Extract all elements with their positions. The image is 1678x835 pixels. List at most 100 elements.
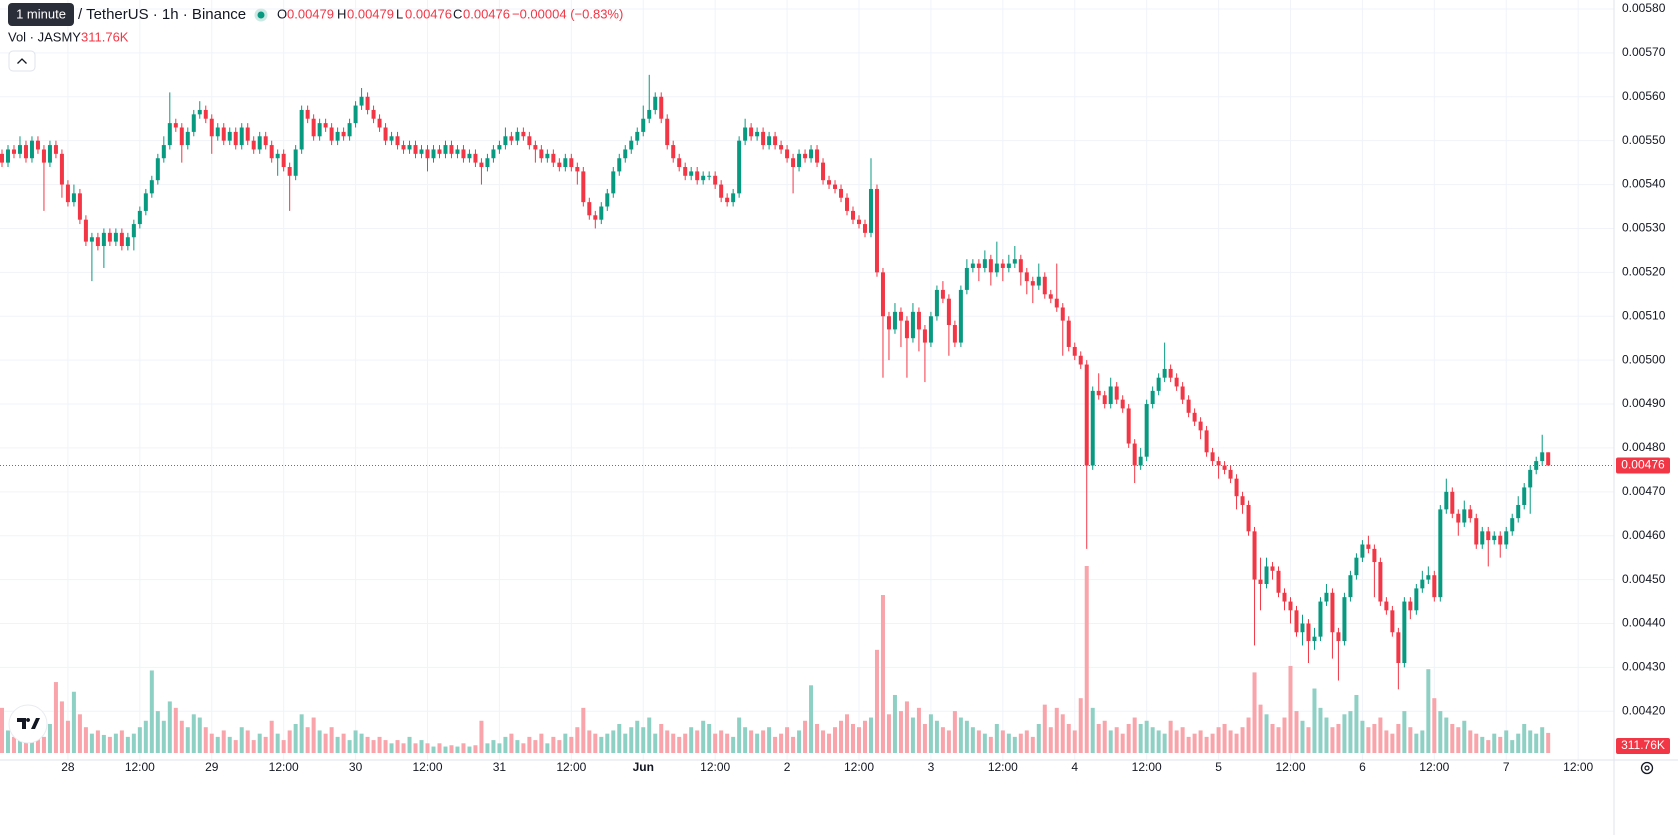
candle-body — [611, 171, 616, 194]
candle-body — [203, 109, 208, 119]
logo-badge[interactable] — [8, 704, 48, 744]
candle-body — [833, 184, 838, 189]
volume-bar — [1072, 730, 1077, 753]
candle-body — [1504, 531, 1509, 545]
x-tick-label: 4 — [1071, 760, 1078, 774]
volume-bar — [551, 736, 556, 753]
candle-body — [137, 210, 142, 225]
candle-body — [892, 311, 897, 330]
volume-bar — [1396, 723, 1401, 753]
volume-bar — [1426, 669, 1431, 753]
candle-body — [11, 149, 16, 154]
volume-bar — [928, 714, 933, 753]
candle-body — [1246, 504, 1251, 532]
volume-bar — [1024, 730, 1029, 753]
collapse-button[interactable] — [8, 50, 36, 72]
volume-bar — [934, 720, 939, 753]
volume-bar — [131, 733, 136, 753]
volume-bar — [293, 723, 298, 753]
candle-body — [874, 188, 879, 273]
candle-body — [1036, 276, 1041, 286]
x-tick-label: 12:00 — [1419, 760, 1449, 774]
volume-bar — [563, 733, 568, 753]
volume-bar — [851, 723, 856, 753]
candle-body — [761, 131, 766, 146]
candle-body — [377, 118, 382, 128]
candle-body — [431, 149, 436, 159]
candle-body — [1174, 377, 1179, 387]
volume-bar — [1252, 672, 1257, 753]
volume-bar — [785, 727, 790, 753]
volume-bar — [1270, 723, 1275, 753]
volume-bar — [1420, 730, 1425, 753]
volume-bar — [323, 733, 328, 753]
candle-body — [233, 131, 238, 146]
volume-bar — [17, 740, 22, 753]
x-tick-label: 12:00 — [556, 760, 586, 774]
symbol-title[interactable]: / TetherUS · 1h · Binance — [78, 6, 246, 23]
candle-body — [1048, 294, 1053, 299]
chevron-icon — [17, 58, 27, 64]
volume-bar — [281, 740, 286, 753]
volume-tag — [1616, 738, 1670, 754]
candle-body — [1294, 610, 1299, 633]
volume-bar — [239, 727, 244, 753]
volume-bar — [743, 727, 748, 753]
candle-body — [17, 145, 22, 154]
volume-bar — [47, 723, 52, 753]
price-tag-label: 0.00476 — [1621, 458, 1665, 472]
candle-body — [1336, 632, 1341, 642]
volume-bar — [311, 717, 316, 753]
settings-icon[interactable] — [1640, 761, 1654, 775]
candle-body — [898, 311, 903, 321]
candle-body — [47, 145, 52, 163]
change: −0.00004 (−0.83%) — [512, 6, 623, 21]
volume-bar — [1486, 740, 1491, 753]
candle-body — [401, 145, 406, 150]
volume-bar — [119, 730, 124, 753]
volume-bar — [455, 746, 460, 753]
candle-body — [1210, 452, 1215, 462]
volume-bar — [821, 730, 826, 753]
volume-bar — [29, 733, 34, 753]
candle-body — [353, 105, 358, 124]
volume-bar — [1006, 733, 1011, 753]
volume-bar — [940, 727, 945, 753]
candle-body — [209, 118, 214, 137]
volume-bar — [419, 740, 424, 753]
y-tick-label: 0.00490 — [1622, 396, 1666, 410]
volume-bar — [695, 730, 700, 753]
x-tick-label: 30 — [349, 760, 363, 774]
volume-bar — [1198, 730, 1203, 753]
candle-body — [629, 140, 634, 150]
candle-body — [485, 158, 490, 168]
x-tick-label: 31 — [493, 760, 507, 774]
candle-body — [539, 149, 544, 159]
candle-body — [1108, 386, 1113, 405]
volume-bar — [161, 720, 166, 753]
volume-bar — [149, 670, 154, 753]
candle-body — [1132, 443, 1137, 466]
volume-bar — [1300, 720, 1305, 753]
candle-body — [1078, 355, 1083, 365]
ohlc-value: 0.00479 — [347, 6, 394, 21]
candle-body — [533, 145, 538, 150]
candle-body — [647, 109, 652, 119]
candle-body — [976, 263, 981, 268]
volume-bar — [1060, 714, 1065, 753]
candle-body — [455, 149, 460, 154]
volume-bar — [107, 736, 112, 753]
candle-body — [437, 149, 442, 154]
candle-body — [701, 175, 706, 181]
status-dot — [257, 11, 265, 19]
volume-bar — [1018, 733, 1023, 753]
ohlc-key: C — [453, 6, 462, 21]
candle-body — [1498, 535, 1503, 545]
volume-bar — [1180, 727, 1185, 753]
volume-bar — [856, 727, 861, 753]
volume-bar — [1504, 730, 1509, 753]
ohlc-value: 0.00476 — [463, 6, 510, 21]
candle-body — [419, 149, 424, 154]
candle-body — [593, 215, 598, 220]
volume-bar — [137, 727, 142, 753]
